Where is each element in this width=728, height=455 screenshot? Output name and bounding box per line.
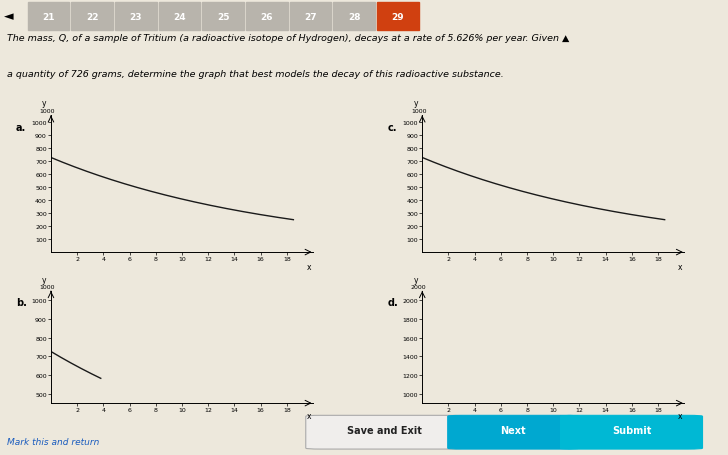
Text: Save and Exit: Save and Exit bbox=[347, 425, 422, 435]
Text: 22: 22 bbox=[86, 13, 98, 21]
Text: Mark this and return: Mark this and return bbox=[7, 437, 100, 446]
Text: 1000: 1000 bbox=[39, 109, 55, 114]
Bar bbox=[333, 3, 375, 30]
Text: 28: 28 bbox=[348, 13, 360, 21]
Bar bbox=[28, 3, 69, 30]
Text: 29: 29 bbox=[392, 13, 404, 21]
Text: y: y bbox=[42, 99, 47, 108]
Text: 1000: 1000 bbox=[411, 109, 427, 114]
Text: ◄: ◄ bbox=[4, 10, 14, 24]
Bar bbox=[71, 3, 113, 30]
Text: 1000: 1000 bbox=[39, 284, 55, 289]
Text: The mass, Q, of a sample of Tritium (a radioactive isotope of Hydrogen), decays : The mass, Q, of a sample of Tritium (a r… bbox=[7, 34, 569, 43]
Text: 25: 25 bbox=[217, 13, 229, 21]
Text: 26: 26 bbox=[261, 13, 273, 21]
Text: c.: c. bbox=[387, 123, 397, 133]
Text: x: x bbox=[306, 262, 311, 271]
Text: x: x bbox=[678, 411, 682, 420]
Text: d.: d. bbox=[387, 297, 398, 307]
FancyBboxPatch shape bbox=[306, 415, 462, 449]
Text: x: x bbox=[306, 411, 311, 420]
Text: y: y bbox=[414, 276, 418, 284]
Bar bbox=[377, 3, 419, 30]
Text: Submit: Submit bbox=[612, 425, 652, 435]
Text: 27: 27 bbox=[304, 13, 317, 21]
Bar bbox=[159, 3, 200, 30]
Text: Next: Next bbox=[500, 425, 526, 435]
Bar bbox=[290, 3, 331, 30]
FancyBboxPatch shape bbox=[448, 415, 579, 449]
Bar bbox=[115, 3, 157, 30]
Text: y: y bbox=[42, 276, 47, 284]
Text: 24: 24 bbox=[173, 13, 186, 21]
FancyBboxPatch shape bbox=[561, 415, 703, 449]
Bar bbox=[246, 3, 288, 30]
Text: 21: 21 bbox=[42, 13, 55, 21]
Text: a quantity of 726 grams, determine the graph that best models the decay of this : a quantity of 726 grams, determine the g… bbox=[7, 70, 504, 79]
Text: 23: 23 bbox=[130, 13, 142, 21]
Text: a.: a. bbox=[16, 123, 26, 133]
Text: x: x bbox=[678, 262, 682, 271]
Text: 2000: 2000 bbox=[411, 284, 427, 289]
Text: y: y bbox=[414, 99, 418, 108]
Text: b.: b. bbox=[16, 297, 27, 307]
Bar bbox=[202, 3, 244, 30]
